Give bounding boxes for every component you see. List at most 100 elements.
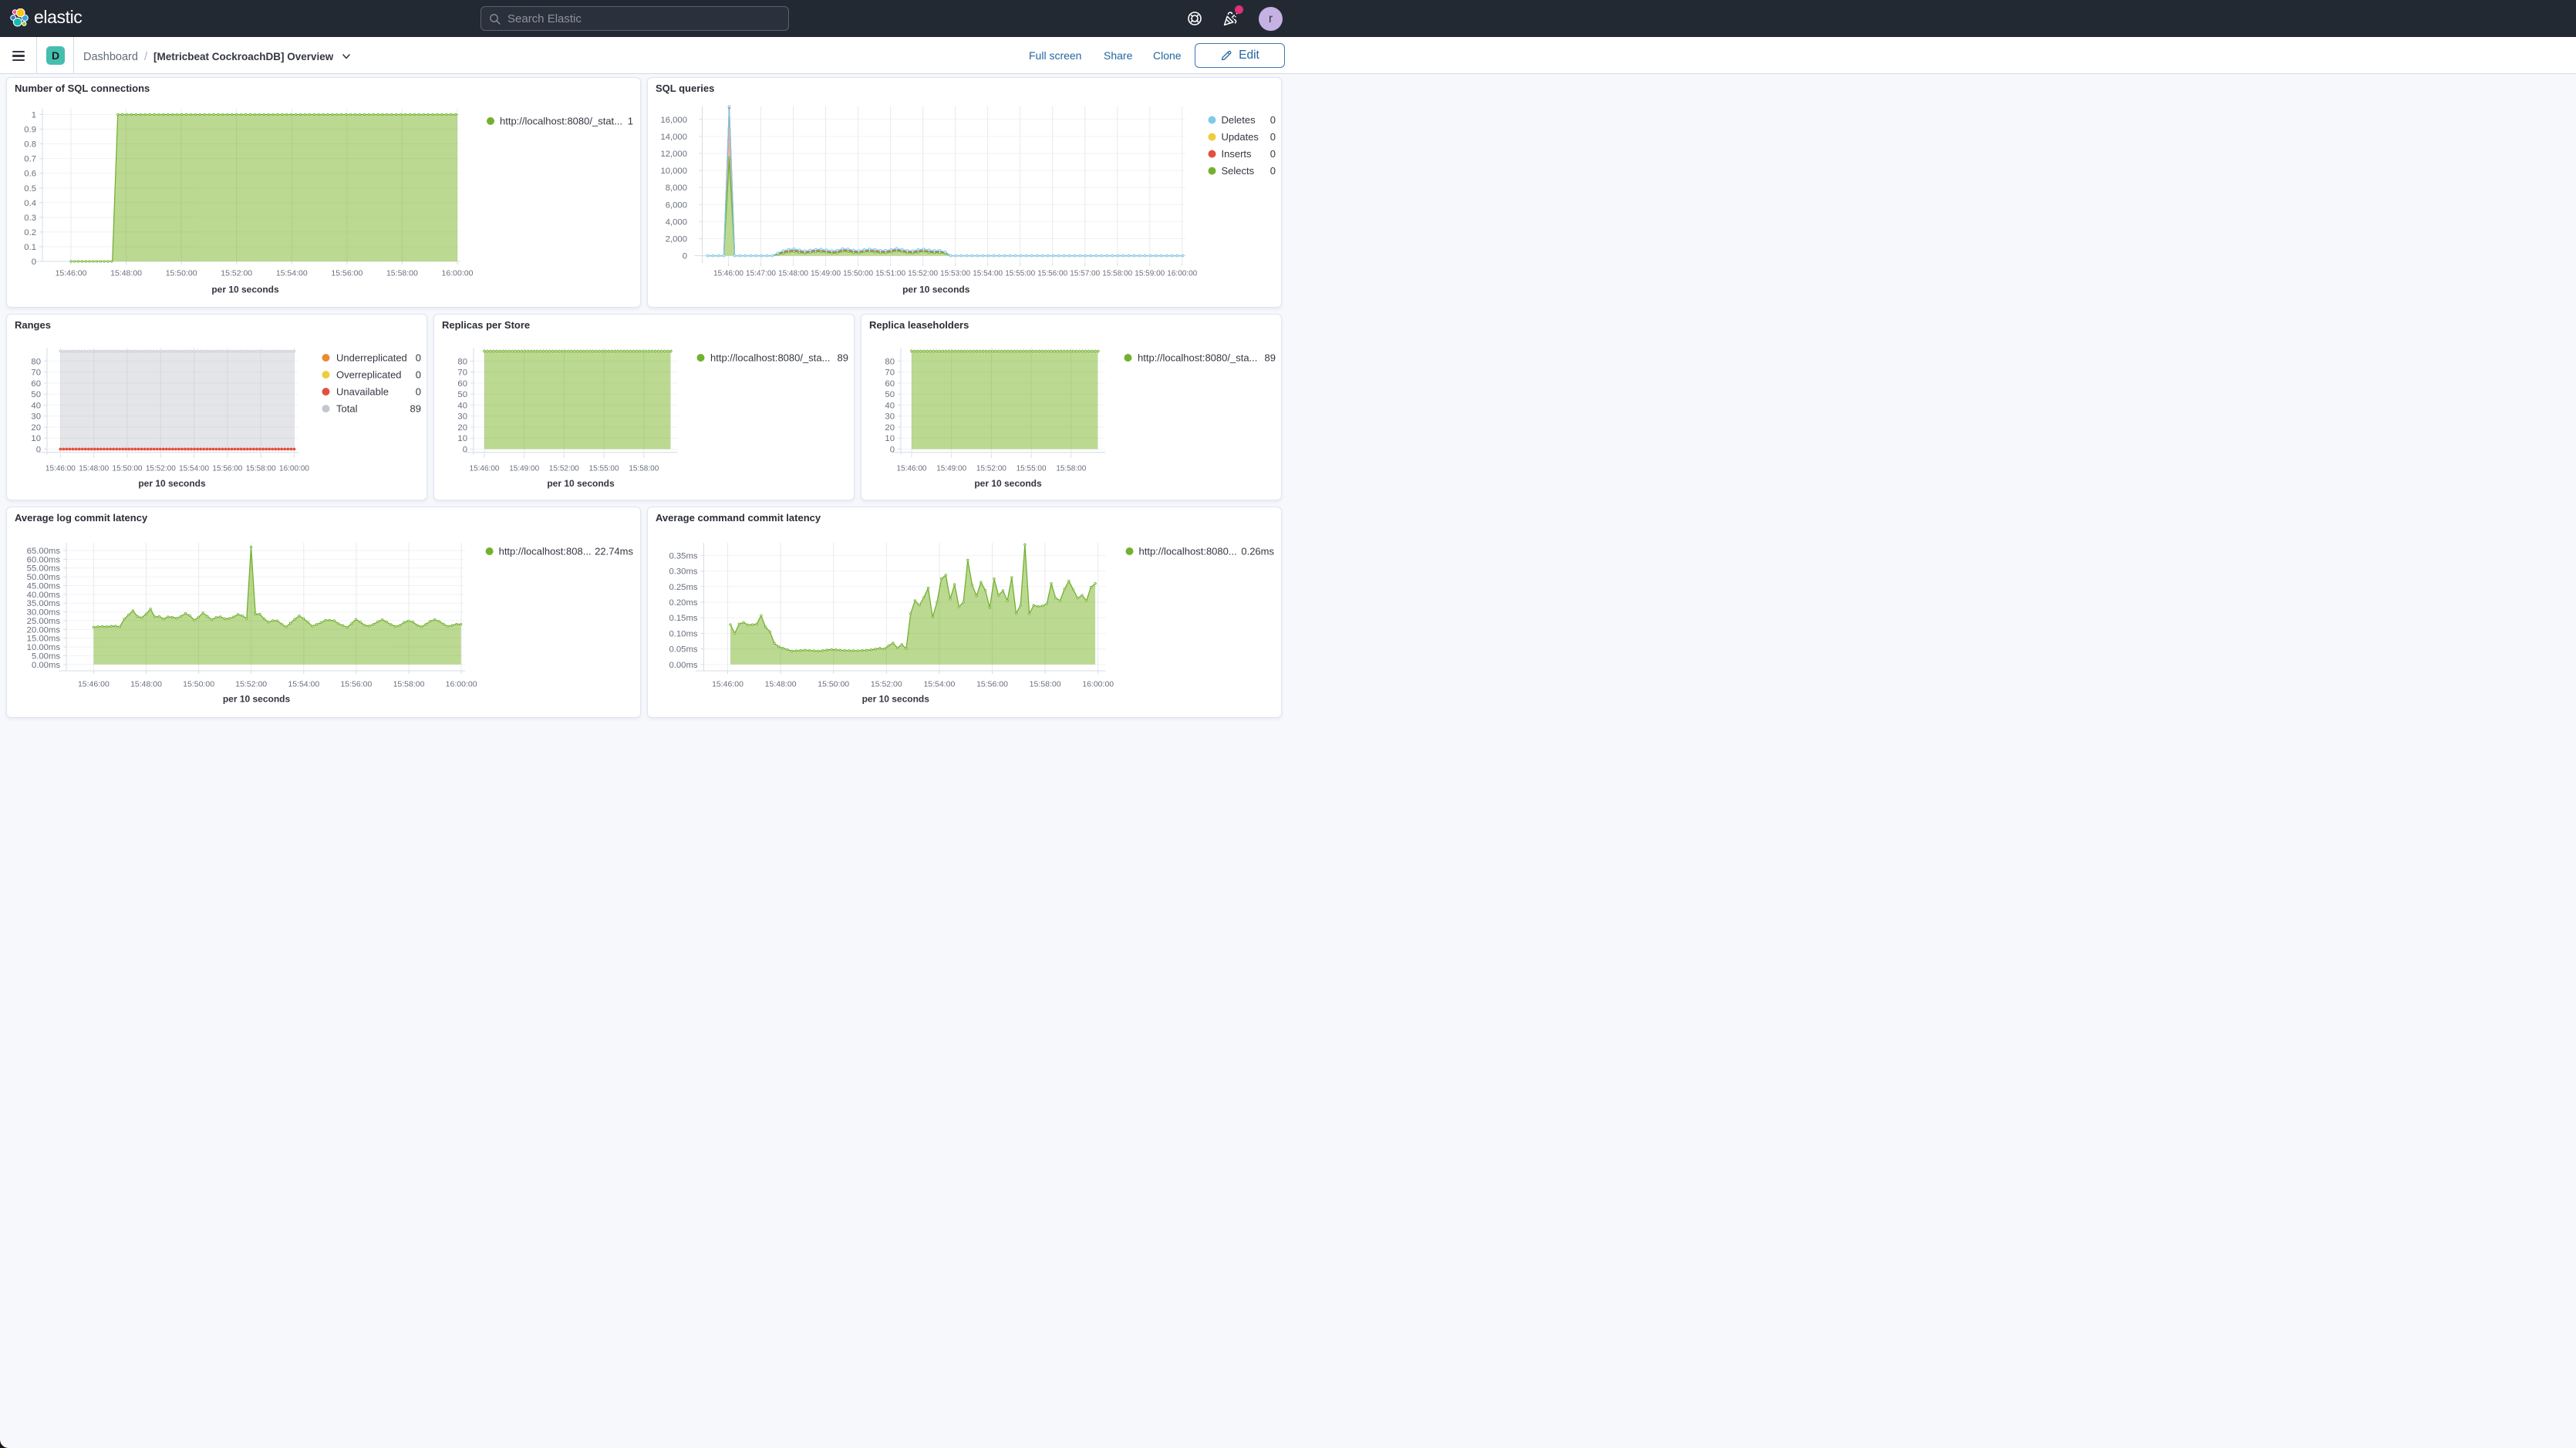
svg-text:30: 30: [885, 413, 895, 422]
svg-text:15:46:00: 15:46:00: [713, 269, 743, 278]
svg-text:http://localhost:808...: http://localhost:808...: [499, 546, 592, 557]
svg-text:35.00ms: 35.00ms: [27, 599, 61, 608]
svg-text:70: 70: [457, 369, 467, 378]
svg-text:12,000: 12,000: [660, 150, 687, 159]
svg-text:Total: Total: [336, 403, 358, 415]
svg-text:80: 80: [457, 357, 467, 366]
svg-text:15:56:00: 15:56:00: [212, 465, 242, 473]
svg-text:15:48:00: 15:48:00: [110, 268, 142, 278]
svg-text:15:52:00: 15:52:00: [871, 679, 902, 689]
svg-text:0: 0: [683, 252, 687, 261]
svg-text:per 10 seconds: per 10 seconds: [547, 478, 615, 489]
svg-text:0.8: 0.8: [24, 140, 36, 150]
svg-text:40: 40: [31, 401, 41, 410]
svg-text:15:55:00: 15:55:00: [589, 465, 619, 473]
svg-text:6,000: 6,000: [666, 200, 687, 210]
svg-text:0.4: 0.4: [24, 199, 36, 208]
svg-text:40: 40: [457, 401, 467, 410]
svg-text:15:58:00: 15:58:00: [386, 268, 418, 278]
svg-text:15:58:00: 15:58:00: [1102, 269, 1132, 278]
svg-text:15:54:00: 15:54:00: [288, 679, 319, 689]
svg-text:per 10 seconds: per 10 seconds: [862, 694, 930, 705]
svg-text:60: 60: [31, 379, 41, 389]
svg-text:http://localhost:8080...: http://localhost:8080...: [1139, 546, 1237, 557]
svg-text:60.00ms: 60.00ms: [27, 555, 61, 564]
svg-text:15:54:00: 15:54:00: [276, 268, 308, 278]
svg-text:15:58:00: 15:58:00: [246, 465, 276, 473]
svg-text:15.00ms: 15.00ms: [27, 635, 61, 644]
svg-text:50: 50: [885, 390, 895, 399]
svg-text:30.00ms: 30.00ms: [27, 608, 61, 618]
svg-text:Ranges: Ranges: [15, 319, 51, 331]
svg-text:15:46:00: 15:46:00: [46, 465, 76, 473]
svg-text:0.5: 0.5: [24, 184, 36, 194]
svg-text:15:55:00: 15:55:00: [1017, 465, 1047, 473]
svg-text:0.20ms: 0.20ms: [669, 598, 697, 608]
svg-text:Selects: Selects: [1222, 165, 1255, 177]
svg-text:0: 0: [36, 446, 41, 455]
svg-text:15:48:00: 15:48:00: [778, 269, 808, 278]
svg-text:15:56:00: 15:56:00: [331, 268, 362, 278]
svg-text:8,000: 8,000: [666, 184, 687, 193]
svg-text:55.00ms: 55.00ms: [27, 564, 61, 574]
svg-text:89: 89: [410, 403, 421, 415]
svg-text:15:53:00: 15:53:00: [940, 269, 970, 278]
svg-text:Average log commit latency: Average log commit latency: [15, 512, 148, 524]
svg-text:40: 40: [885, 401, 895, 410]
svg-text:89: 89: [1265, 352, 1276, 364]
svg-text:80: 80: [31, 357, 41, 366]
svg-text:15:52:00: 15:52:00: [549, 465, 579, 473]
svg-text:15:46:00: 15:46:00: [470, 465, 500, 473]
svg-text:15:52:00: 15:52:00: [235, 679, 267, 689]
svg-text:80: 80: [885, 357, 895, 366]
svg-text:22.74ms: 22.74ms: [595, 546, 633, 557]
svg-text:20.00ms: 20.00ms: [27, 625, 61, 635]
svg-text:15:57:00: 15:57:00: [1070, 269, 1100, 278]
svg-text:0.15ms: 0.15ms: [669, 614, 697, 623]
svg-text:0: 0: [416, 352, 421, 364]
svg-text:15:52:00: 15:52:00: [908, 269, 938, 278]
svg-text:15:54:00: 15:54:00: [973, 269, 1003, 278]
svg-text:60: 60: [885, 379, 895, 389]
svg-text:15:52:00: 15:52:00: [146, 465, 176, 473]
svg-text:0: 0: [32, 258, 36, 267]
svg-text:SQL queries: SQL queries: [656, 83, 714, 94]
svg-text:0.1: 0.1: [24, 243, 36, 252]
svg-text:15:56:00: 15:56:00: [976, 679, 1008, 689]
svg-text:0.3: 0.3: [24, 214, 36, 223]
svg-text:Unavailable: Unavailable: [336, 386, 389, 398]
svg-text:15:58:00: 15:58:00: [393, 679, 425, 689]
svg-text:2,000: 2,000: [666, 235, 687, 244]
svg-text:Overreplicated: Overreplicated: [336, 369, 402, 381]
svg-text:15:50:00: 15:50:00: [843, 269, 873, 278]
svg-text:5.00ms: 5.00ms: [32, 652, 60, 661]
svg-text:Updates: Updates: [1222, 131, 1259, 143]
svg-text:0.7: 0.7: [24, 155, 36, 164]
svg-text:15:50:00: 15:50:00: [113, 465, 143, 473]
svg-text:15:52:00: 15:52:00: [976, 465, 1006, 473]
svg-text:per 10 seconds: per 10 seconds: [211, 284, 279, 295]
svg-text:0: 0: [416, 369, 421, 381]
svg-text:4,000: 4,000: [666, 217, 687, 227]
svg-text:20: 20: [457, 423, 467, 433]
svg-text:25.00ms: 25.00ms: [27, 617, 61, 626]
svg-text:15:48:00: 15:48:00: [79, 465, 109, 473]
svg-text:30: 30: [457, 413, 467, 422]
svg-text:10.00ms: 10.00ms: [27, 643, 61, 652]
svg-text:16:00:00: 16:00:00: [446, 679, 477, 689]
svg-text:per 10 seconds: per 10 seconds: [223, 694, 291, 705]
svg-text:50: 50: [31, 390, 41, 399]
svg-text:0: 0: [1270, 148, 1276, 160]
svg-text:1: 1: [32, 111, 36, 120]
svg-text:40.00ms: 40.00ms: [27, 591, 61, 600]
svg-text:50.00ms: 50.00ms: [27, 573, 61, 582]
svg-text:20: 20: [885, 423, 895, 433]
svg-text:per 10 seconds: per 10 seconds: [138, 478, 206, 489]
svg-text:16,000: 16,000: [660, 116, 687, 125]
svg-text:15:59:00: 15:59:00: [1135, 269, 1165, 278]
svg-text:15:50:00: 15:50:00: [166, 268, 197, 278]
svg-text:Inserts: Inserts: [1222, 148, 1253, 160]
svg-text:16:00:00: 16:00:00: [279, 465, 309, 473]
svg-text:0: 0: [1270, 131, 1276, 143]
svg-text:0.2: 0.2: [24, 228, 36, 237]
